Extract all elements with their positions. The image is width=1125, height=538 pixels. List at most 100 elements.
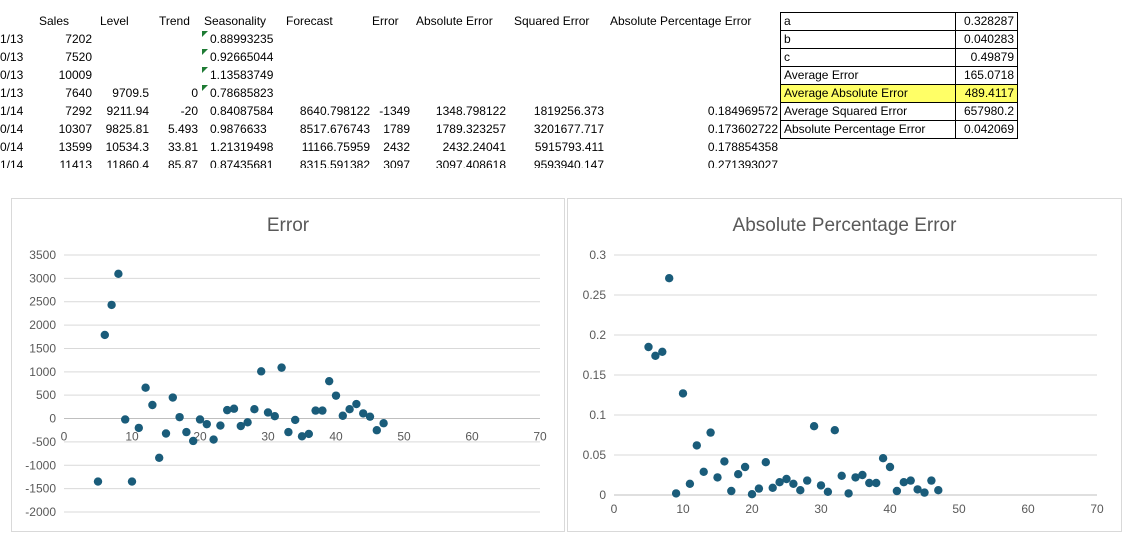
cell-level[interactable] <box>95 66 149 84</box>
parameter-value[interactable]: 0.328287 <box>955 12 1018 31</box>
cell-error[interactable] <box>372 30 410 48</box>
parameter-label[interactable]: c <box>780 48 956 67</box>
cell-error[interactable] <box>372 84 410 102</box>
cell-date[interactable]: 1/14 <box>0 158 24 168</box>
cell-abs-err[interactable]: 3097.408618 <box>435 158 506 168</box>
parameter-value[interactable]: 165.0718 <box>955 66 1018 85</box>
cell-sq-err[interactable]: 9593940.147 <box>533 158 604 168</box>
cell-abs-err[interactable] <box>414 66 506 84</box>
parameter-label[interactable]: Average Squared Error <box>780 102 956 121</box>
cell-trend[interactable]: 85.87 <box>167 158 198 168</box>
cell-trend[interactable]: 5.493 <box>167 122 198 136</box>
error-chart[interactable]: Error -2000 -1500 -1000 -500 0 500 1000 1500 2000… <box>11 198 565 532</box>
cell-sq-err[interactable]: 1819256.373 <box>533 104 604 118</box>
header-level[interactable]: Level <box>100 14 129 28</box>
cell-error[interactable]: 3097 <box>383 158 410 168</box>
cell-sq-err[interactable]: 5915793.411 <box>534 140 604 154</box>
cell-season[interactable]: 0.88993235 <box>210 32 274 46</box>
header-seasonality[interactable]: Seasonality <box>204 14 267 28</box>
cell-level[interactable]: 10534.3 <box>105 140 149 154</box>
cell-abs-err[interactable] <box>414 30 506 48</box>
cell-sq-err[interactable]: 3201677.717 <box>533 122 604 136</box>
cell-forecast[interactable] <box>284 66 370 84</box>
parameter-value[interactable]: 0.040283 <box>955 30 1018 49</box>
cell-sq-err[interactable] <box>508 84 604 102</box>
cell-season[interactable]: 0.9876633 <box>210 122 267 136</box>
parameter-label[interactable]: Absolute Percentage Error <box>780 120 956 139</box>
cell-sales[interactable]: 7292 <box>65 104 92 118</box>
parameter-label[interactable]: a <box>780 12 956 31</box>
cell-forecast[interactable] <box>284 30 370 48</box>
cell-season[interactable]: 1.13583749 <box>210 68 274 82</box>
cell-ape[interactable] <box>610 48 778 66</box>
header-forecast[interactable]: Forecast <box>286 14 333 28</box>
cell-forecast[interactable]: 8640.798122 <box>299 104 370 118</box>
ape-chart[interactable]: Absolute Percentage Error 0 0.05 0.1 0.15 0.2… <box>567 198 1122 532</box>
cell-ape[interactable]: 0.271393027 <box>707 158 778 168</box>
cell-abs-err[interactable] <box>414 48 506 66</box>
cell-ape[interactable] <box>610 30 778 48</box>
cell-level[interactable] <box>95 48 149 66</box>
cell-date[interactable]: 0/13 <box>0 50 24 64</box>
header-squared-error[interactable]: Squared Error <box>514 14 590 28</box>
cell-date[interactable]: 0/14 <box>0 140 24 154</box>
cell-error[interactable] <box>372 48 410 66</box>
cell-sales[interactable]: 10307 <box>58 122 92 136</box>
cell-error[interactable] <box>372 66 410 84</box>
cell-level[interactable]: 9709.5 <box>112 86 149 100</box>
cell-date[interactable]: 1/13 <box>0 86 24 100</box>
cell-sq-err[interactable] <box>508 66 604 84</box>
cell-trend[interactable]: -20 <box>180 104 198 118</box>
cell-sq-err[interactable] <box>508 30 604 48</box>
parameter-value[interactable]: 0.042069 <box>955 120 1018 139</box>
cell-ape[interactable] <box>610 84 778 102</box>
cell-season[interactable]: 0.92665044 <box>210 50 274 64</box>
cell-sales[interactable]: 13599 <box>58 140 92 154</box>
cell-trend[interactable]: 33.81 <box>167 140 198 154</box>
cell-season[interactable]: 1.21319498 <box>210 140 274 154</box>
cell-ape[interactable]: 0.184969572 <box>707 104 778 118</box>
cell-season[interactable]: 0.84087584 <box>210 104 274 118</box>
cell-season[interactable]: 0.78685823 <box>210 86 274 100</box>
cell-level[interactable]: 9211.94 <box>106 104 150 118</box>
cell-forecast[interactable]: 8517.676743 <box>299 122 370 136</box>
spreadsheet-grid[interactable]: Sales Level Trend Seasonality Forecast E… <box>0 0 1125 168</box>
cell-sales[interactable]: 7640 <box>65 86 92 100</box>
parameter-value[interactable]: 489.4117 <box>955 84 1018 103</box>
cell-date[interactable]: 0/14 <box>0 122 24 136</box>
parameter-label[interactable]: Average Absolute Error <box>780 84 956 103</box>
cell-forecast[interactable]: 11166.75959 <box>301 140 370 154</box>
cell-date[interactable]: 1/13 <box>0 32 24 46</box>
cell-ape[interactable]: 0.178854358 <box>707 140 778 154</box>
cell-date[interactable]: 1/14 <box>0 104 24 118</box>
cell-level[interactable] <box>95 30 149 48</box>
parameter-value[interactable]: 0.49879 <box>955 48 1018 67</box>
cell-error[interactable]: 1789 <box>383 122 410 136</box>
cell-forecast[interactable] <box>284 48 370 66</box>
header-absolute-percentage-error[interactable]: Absolute Percentage Error <box>610 14 752 28</box>
cell-trend[interactable] <box>152 48 198 66</box>
cell-ape[interactable] <box>610 66 778 84</box>
cell-sales[interactable]: 7202 <box>65 32 92 46</box>
parameter-value[interactable]: 657980.2 <box>955 102 1018 121</box>
cell-abs-err[interactable]: 1789.323257 <box>435 122 506 136</box>
cell-forecast[interactable]: 8315.591382 <box>299 158 370 168</box>
cell-trend[interactable]: 0 <box>191 86 198 100</box>
header-absolute-error[interactable]: Absolute Error <box>416 14 493 28</box>
header-error[interactable]: Error <box>372 14 399 28</box>
header-sales[interactable]: Sales <box>39 14 70 28</box>
parameter-label[interactable]: Average Error <box>780 66 956 85</box>
cell-abs-err[interactable]: 2432.24041 <box>442 140 506 154</box>
cell-abs-err[interactable]: 1348.798122 <box>435 104 506 118</box>
cell-date[interactable]: 0/13 <box>0 68 24 82</box>
cell-season[interactable]: 0.87435681 <box>210 158 274 168</box>
cell-ape[interactable]: 0.173602722 <box>707 122 778 136</box>
cell-sales[interactable]: 7520 <box>65 50 92 64</box>
cell-level[interactable]: 11860.4 <box>106 158 150 168</box>
cell-abs-err[interactable] <box>414 84 506 102</box>
cell-error[interactable]: 2432 <box>383 140 410 154</box>
cell-trend[interactable] <box>152 30 198 48</box>
cell-sales[interactable]: 10009 <box>58 68 92 82</box>
header-trend[interactable]: Trend <box>159 14 190 28</box>
cell-forecast[interactable] <box>284 84 370 102</box>
